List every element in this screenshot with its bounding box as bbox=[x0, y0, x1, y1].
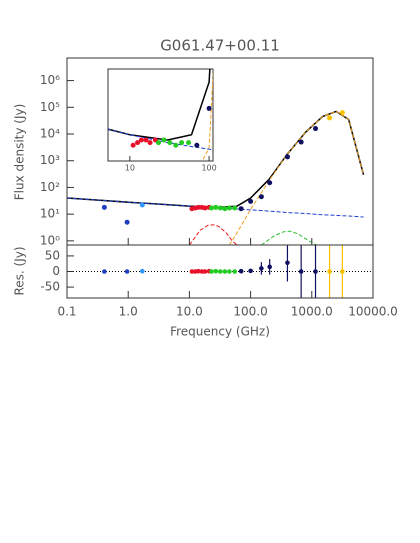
inset-data-point bbox=[138, 137, 144, 143]
residual-point bbox=[196, 268, 201, 274]
y-tick-label: 0 bbox=[52, 264, 60, 278]
inset-data-point bbox=[47, 172, 52, 177]
y-tick-label: 10⁵ bbox=[40, 100, 60, 114]
residual-point bbox=[238, 268, 244, 274]
inset-data-point bbox=[130, 142, 136, 148]
inset-data-point bbox=[161, 137, 167, 143]
inset-data-point bbox=[143, 137, 149, 143]
y-axis-label: Flux density (Jy) bbox=[13, 104, 27, 201]
model-line bbox=[261, 230, 317, 245]
residual-plot bbox=[67, 245, 373, 298]
data-point bbox=[267, 180, 273, 186]
data-point bbox=[222, 206, 228, 212]
inset-x-tick-label: 10 bbox=[125, 164, 135, 173]
residual-point bbox=[259, 266, 264, 271]
y-tick-label: 10³ bbox=[40, 153, 60, 167]
y-tick-label: 10¹ bbox=[40, 207, 60, 221]
residual-point bbox=[189, 269, 195, 274]
data-point bbox=[298, 139, 304, 145]
y-tick-label: 10⁴ bbox=[40, 127, 60, 141]
x-tick-label: 1.0 bbox=[119, 305, 138, 319]
data-point bbox=[248, 198, 254, 204]
x-tick-label: 10000.0 bbox=[348, 305, 398, 319]
axes: 0.1 1.0 10.0 100.0 1000.0 10000.0 10⁰ 10¹ 10² 10³… bbox=[40, 73, 398, 318]
y-tick-label: 10⁰ bbox=[40, 233, 60, 247]
data-point bbox=[327, 115, 333, 121]
inset-model-line bbox=[130, 177, 192, 186]
main-plot bbox=[67, 110, 365, 245]
residual-point bbox=[202, 269, 208, 274]
data-point bbox=[339, 110, 345, 116]
residual-point bbox=[285, 260, 290, 266]
residual-point bbox=[340, 269, 345, 274]
inset-model-line bbox=[108, 69, 211, 141]
data-point bbox=[101, 204, 107, 210]
y-tick-label: 10⁶ bbox=[40, 73, 60, 87]
inset-data-point bbox=[194, 142, 200, 148]
inset-data-point bbox=[186, 140, 192, 146]
data-point bbox=[217, 205, 223, 211]
data-point bbox=[313, 126, 319, 132]
inset-data-point bbox=[167, 140, 173, 146]
data-point bbox=[258, 194, 264, 200]
data-point bbox=[139, 202, 145, 208]
x-tick-label: 1000.0 bbox=[291, 305, 333, 319]
inset-plot bbox=[47, 67, 295, 186]
residual-point bbox=[227, 269, 232, 274]
chart-title: G061.47+00.11 bbox=[160, 37, 280, 55]
data-point bbox=[226, 205, 232, 211]
data-point bbox=[209, 205, 215, 211]
inset-model-line bbox=[223, 181, 295, 185]
residual-point bbox=[298, 269, 304, 274]
data-point bbox=[284, 154, 290, 160]
residual-point bbox=[209, 269, 214, 274]
residual-point bbox=[248, 268, 253, 274]
data-point bbox=[213, 204, 219, 210]
residual-point bbox=[102, 269, 107, 274]
model-line bbox=[228, 110, 365, 245]
inset-data-point bbox=[206, 105, 212, 111]
residual-point bbox=[218, 269, 223, 274]
data-point bbox=[238, 206, 244, 212]
inset-data-point bbox=[221, 67, 226, 72]
residual-point bbox=[267, 264, 272, 270]
x-tick-label: 100.0 bbox=[233, 305, 267, 319]
y-tick-label: 50 bbox=[45, 248, 60, 262]
inset-data-point bbox=[156, 140, 162, 146]
residual-point bbox=[232, 269, 238, 274]
data-point bbox=[232, 205, 238, 211]
x-tick-label: 10.0 bbox=[176, 305, 203, 319]
residual-point bbox=[124, 269, 130, 274]
inset-x-tick-label: 100 bbox=[201, 164, 216, 173]
data-point bbox=[202, 205, 208, 211]
x-axis-label: Frequency (GHz) bbox=[170, 325, 270, 339]
residual-point bbox=[327, 269, 332, 274]
data-point bbox=[124, 219, 130, 225]
model-line bbox=[188, 224, 238, 245]
residual-point bbox=[222, 269, 228, 274]
inset-data-point bbox=[179, 140, 185, 146]
data-point bbox=[195, 204, 201, 210]
inset-model-line bbox=[108, 128, 213, 151]
inset-data-point bbox=[147, 140, 153, 146]
x-tick-label: 0.1 bbox=[57, 305, 76, 319]
residual-frame bbox=[66, 244, 374, 299]
inset-data-point bbox=[135, 140, 141, 146]
residual-point bbox=[140, 268, 145, 274]
residual-point bbox=[313, 269, 318, 274]
model-line bbox=[67, 197, 364, 218]
y-tick-label: 10² bbox=[40, 180, 60, 194]
residual-axis-label: Res. (Jy) bbox=[13, 246, 27, 295]
y-tick-label: -50 bbox=[40, 280, 60, 294]
inset-data-point bbox=[173, 142, 179, 148]
residual-point bbox=[213, 268, 219, 274]
